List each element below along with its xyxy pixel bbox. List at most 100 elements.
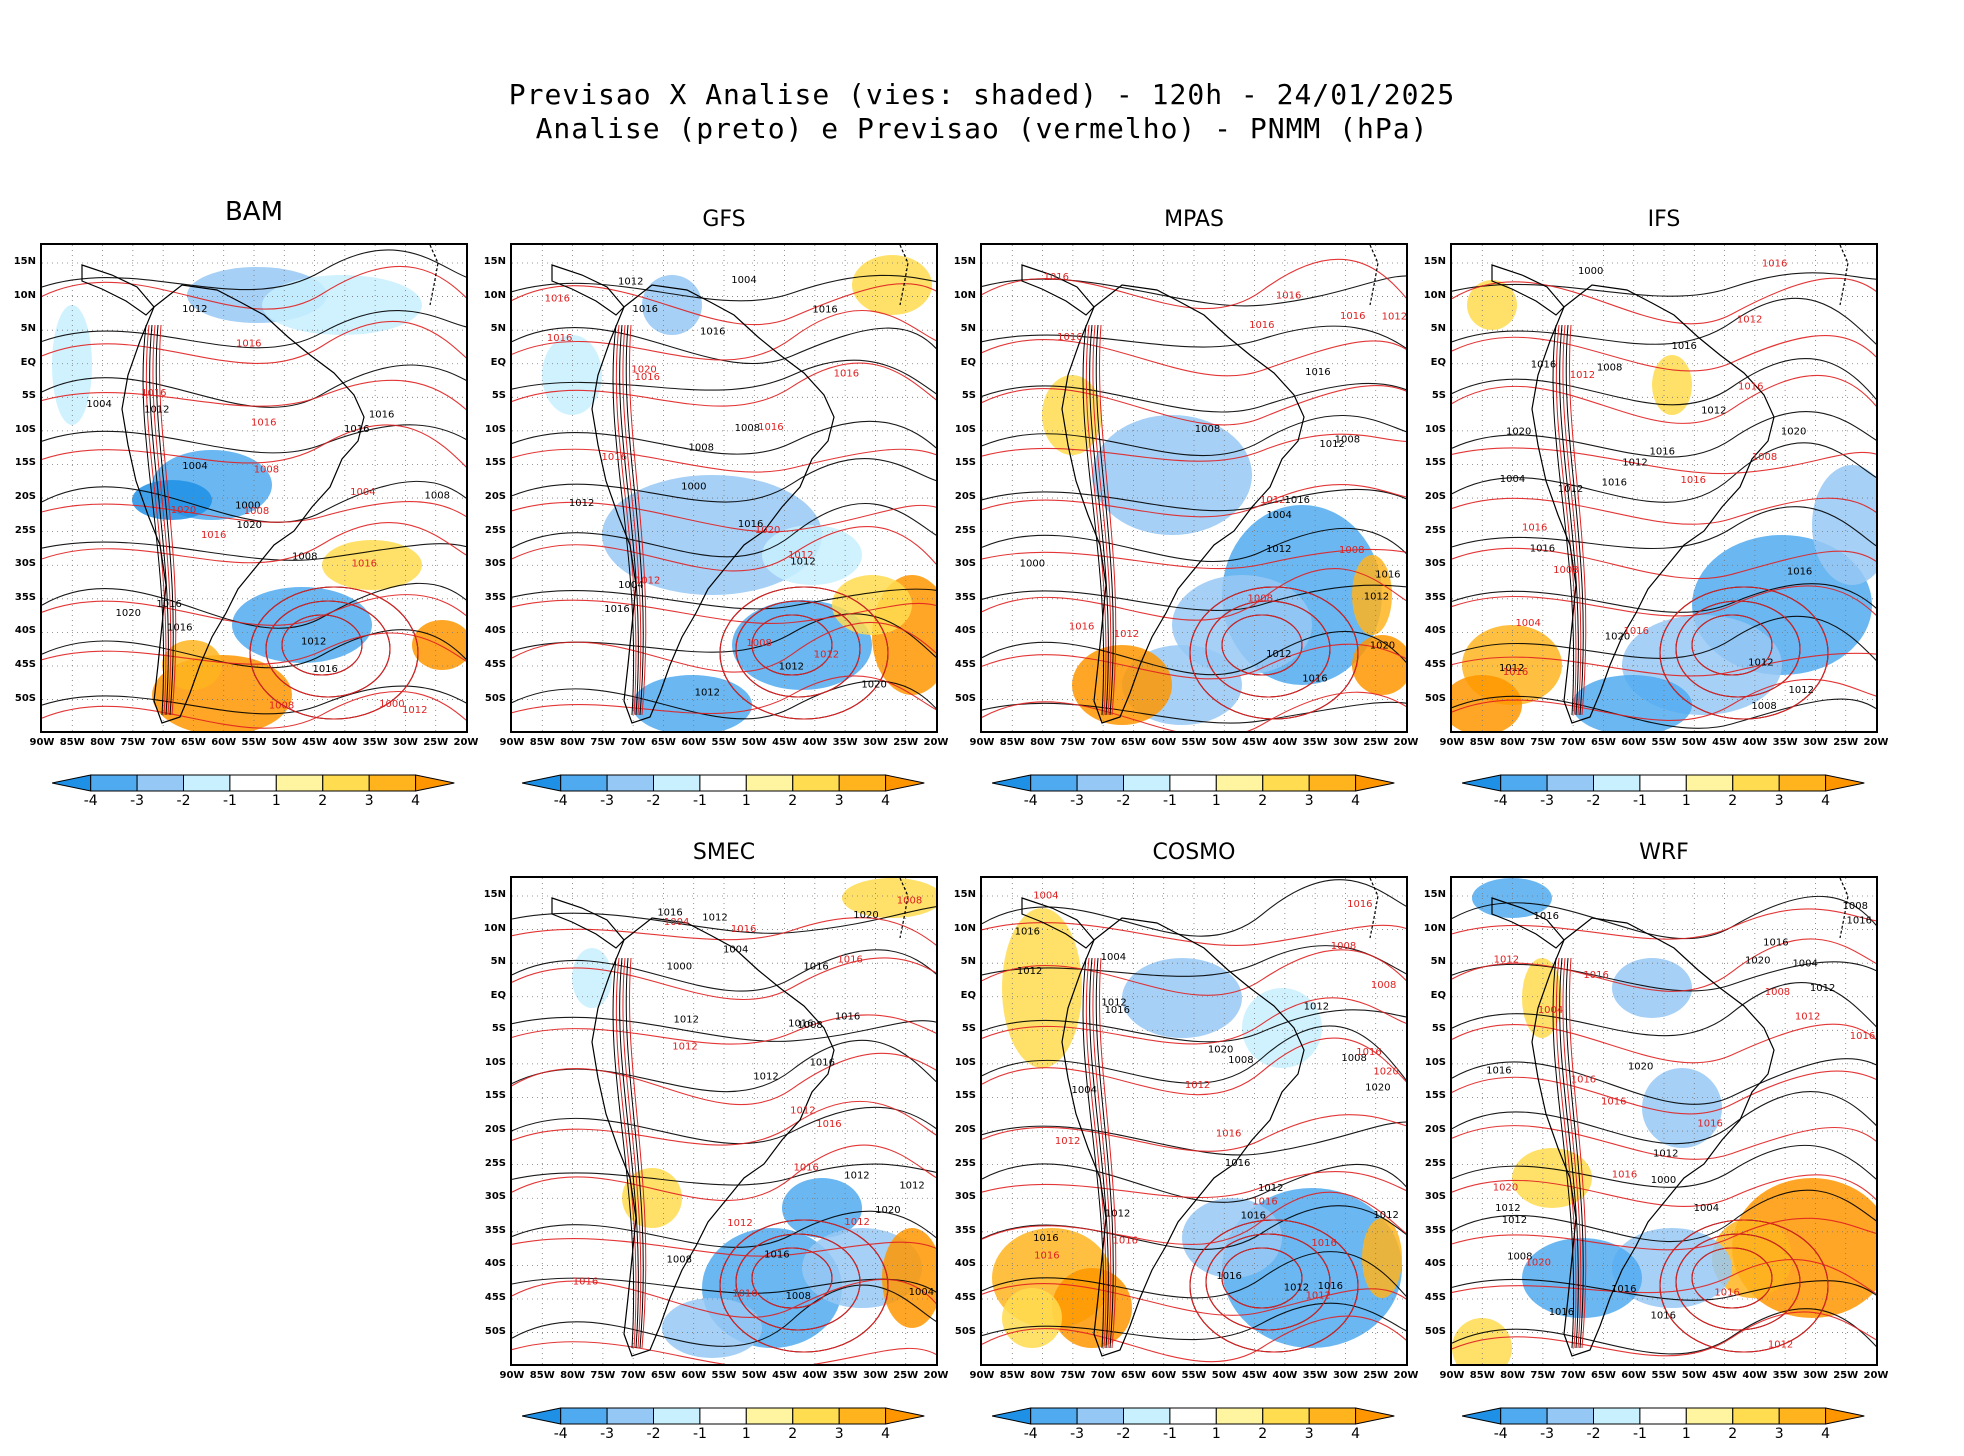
colorbar-arrow-right (1825, 1407, 1865, 1425)
analysis-isobar (512, 1106, 936, 1145)
colorbar-label: -3 (130, 793, 145, 809)
forecast-contour-label: 1004 (1515, 618, 1540, 629)
analysis-contour-label: 1012 (790, 556, 815, 567)
lat-tick-label: 5S (21, 390, 36, 402)
lon-tick-label: 20W (1863, 1370, 1889, 1381)
analysis-contour-label: 1004 (909, 1287, 934, 1298)
analysis-isobar (512, 1210, 936, 1248)
coastline-africa (899, 878, 909, 939)
panel-wrf: WRF 1016 1016 1012 1012 1016 1016 1020 1012 1016 1… (1424, 840, 1889, 1456)
forecast-isobar (982, 1171, 1406, 1198)
analysis-contour-label: 1016 (167, 623, 192, 634)
lon-tick-label: 55W (1181, 1370, 1207, 1381)
andes-isobar (1562, 324, 1582, 716)
forecast-isobar (1452, 908, 1876, 940)
forecast-contour-label: 1012 (1260, 495, 1285, 506)
panel-title: WRF (1639, 840, 1689, 865)
forecast-contour-label: 1012 (1795, 1012, 1820, 1023)
analysis-contour-label: 1000 (1020, 558, 1045, 569)
analysis-contour-label: 1020 (1506, 426, 1531, 437)
lon-tick-label: 55W (711, 1370, 737, 1381)
analysis-contour-label: 1004 (1694, 1203, 1719, 1214)
colorbar-segment (699, 774, 747, 792)
forecast-contour-label: 1016 (1057, 332, 1082, 343)
analysis-contour-label: 1012 (1101, 997, 1126, 1008)
colorbar-label: -1 (692, 1426, 707, 1442)
andes-isobar (625, 324, 644, 716)
colorbar-label: -2 (1116, 1426, 1131, 1442)
analysis-contour-label: 1012 (695, 688, 720, 699)
colorbar-arrow-left (991, 774, 1032, 792)
forecast-contour-label: 1008 (1553, 565, 1578, 576)
forecast-isobar (512, 917, 936, 946)
lat-tick-label: 5S (961, 390, 976, 402)
analysis-contour-label: 1012 (1284, 1283, 1309, 1294)
colorbar-label: -4 (1493, 793, 1508, 809)
analysis-contour-label: 1012 (779, 662, 804, 673)
colorbar-arrow-left (521, 1407, 562, 1425)
colorbar: -4 -3 -2 -1 1 2 3 4 (521, 1406, 932, 1446)
forecast-isobar (1221, 614, 1303, 676)
colorbar-label: 4 (411, 793, 421, 809)
analysis-contour-label: 1004 (182, 461, 207, 472)
analysis-contour-label: 1020 (875, 1205, 900, 1216)
lat-tick-label: 5N (960, 323, 976, 335)
lon-tick-label: 85W (529, 737, 555, 748)
lon-tick-label: 50W (1681, 737, 1707, 748)
analysis-contour-label: 1020 (861, 680, 886, 691)
lat-tick-label: 30S (14, 558, 36, 570)
lat-tick-label: 15S (484, 457, 506, 469)
analysis-contour-label: 1012 (1105, 1209, 1130, 1220)
andes-isobar (1562, 957, 1582, 1349)
lon-tick-label: 75W (590, 737, 616, 748)
forecast-isobar (512, 448, 936, 473)
analysis-contour-label: 1012 (1789, 685, 1814, 696)
analysis-isobar (512, 906, 936, 934)
forecast-contour-label: 1016 (1624, 626, 1649, 637)
forecast-isobar (982, 338, 1406, 377)
analysis-contour-label: 1012 (1364, 591, 1389, 602)
analysis-contour-label: 1020 (853, 910, 878, 921)
colorbar-label: 2 (788, 793, 798, 809)
colorbar-arrow-right (885, 1407, 925, 1425)
analysis-contour-label: 1004 (731, 275, 756, 286)
colorbar: -4 -3 -2 -1 1 2 3 4 (521, 773, 932, 813)
lon-tick-label: 40W (802, 737, 828, 748)
lat-tick-label: 10N (1423, 289, 1446, 301)
andes-isobar (1569, 957, 1587, 1349)
colorbar-label: -2 (1586, 793, 1601, 809)
lat-tick-label: 50S (484, 692, 506, 704)
lon-tick-label: 75W (1060, 1370, 1086, 1381)
analysis-contour-label: 1016 (1225, 1158, 1250, 1169)
analysis-isobar (1452, 695, 1876, 729)
analysis-contour-label: 1012 (1017, 966, 1042, 977)
forecast-contour-label: 1016 (758, 422, 783, 433)
analysis-isobar (1452, 297, 1876, 345)
analysis-contour-label: 1016 (1015, 926, 1040, 937)
analysis-contour-label: 1020 (1781, 426, 1806, 437)
analysis-isobar (512, 420, 936, 455)
colorbar-label: -2 (1586, 1426, 1601, 1442)
analysis-isobar (512, 1016, 936, 1042)
forecast-contour-label: 1012 (1570, 370, 1595, 381)
forecast-isobar (512, 501, 936, 533)
forecast-contour-label: 1016 (1113, 1235, 1138, 1246)
lon-tick-label: 25W (1833, 1370, 1859, 1381)
colorbar-segment (1308, 1407, 1357, 1425)
lat-tick-label: 45S (1424, 658, 1446, 670)
forecast-contour-label: 1012 (1382, 311, 1406, 322)
andes-isobar (1552, 324, 1575, 716)
colorbar-segment (322, 774, 370, 792)
analysis-contour-label: 1012 (674, 1014, 699, 1025)
andes-isobar (1089, 324, 1109, 716)
lon-tick-label: 65W (650, 737, 676, 748)
andes-isobar (615, 957, 637, 1349)
bias-shading (1452, 675, 1522, 731)
analysis-contour-label: 1016 (1531, 359, 1556, 370)
colorbar-segment (1123, 1407, 1171, 1425)
colorbar-segment (275, 774, 324, 792)
colorbar-label: 3 (834, 793, 844, 809)
colorbar-segment (1732, 1407, 1780, 1425)
colorbar-arrow-left (521, 774, 562, 792)
forecast-contour-label: 1016 (573, 1277, 598, 1288)
